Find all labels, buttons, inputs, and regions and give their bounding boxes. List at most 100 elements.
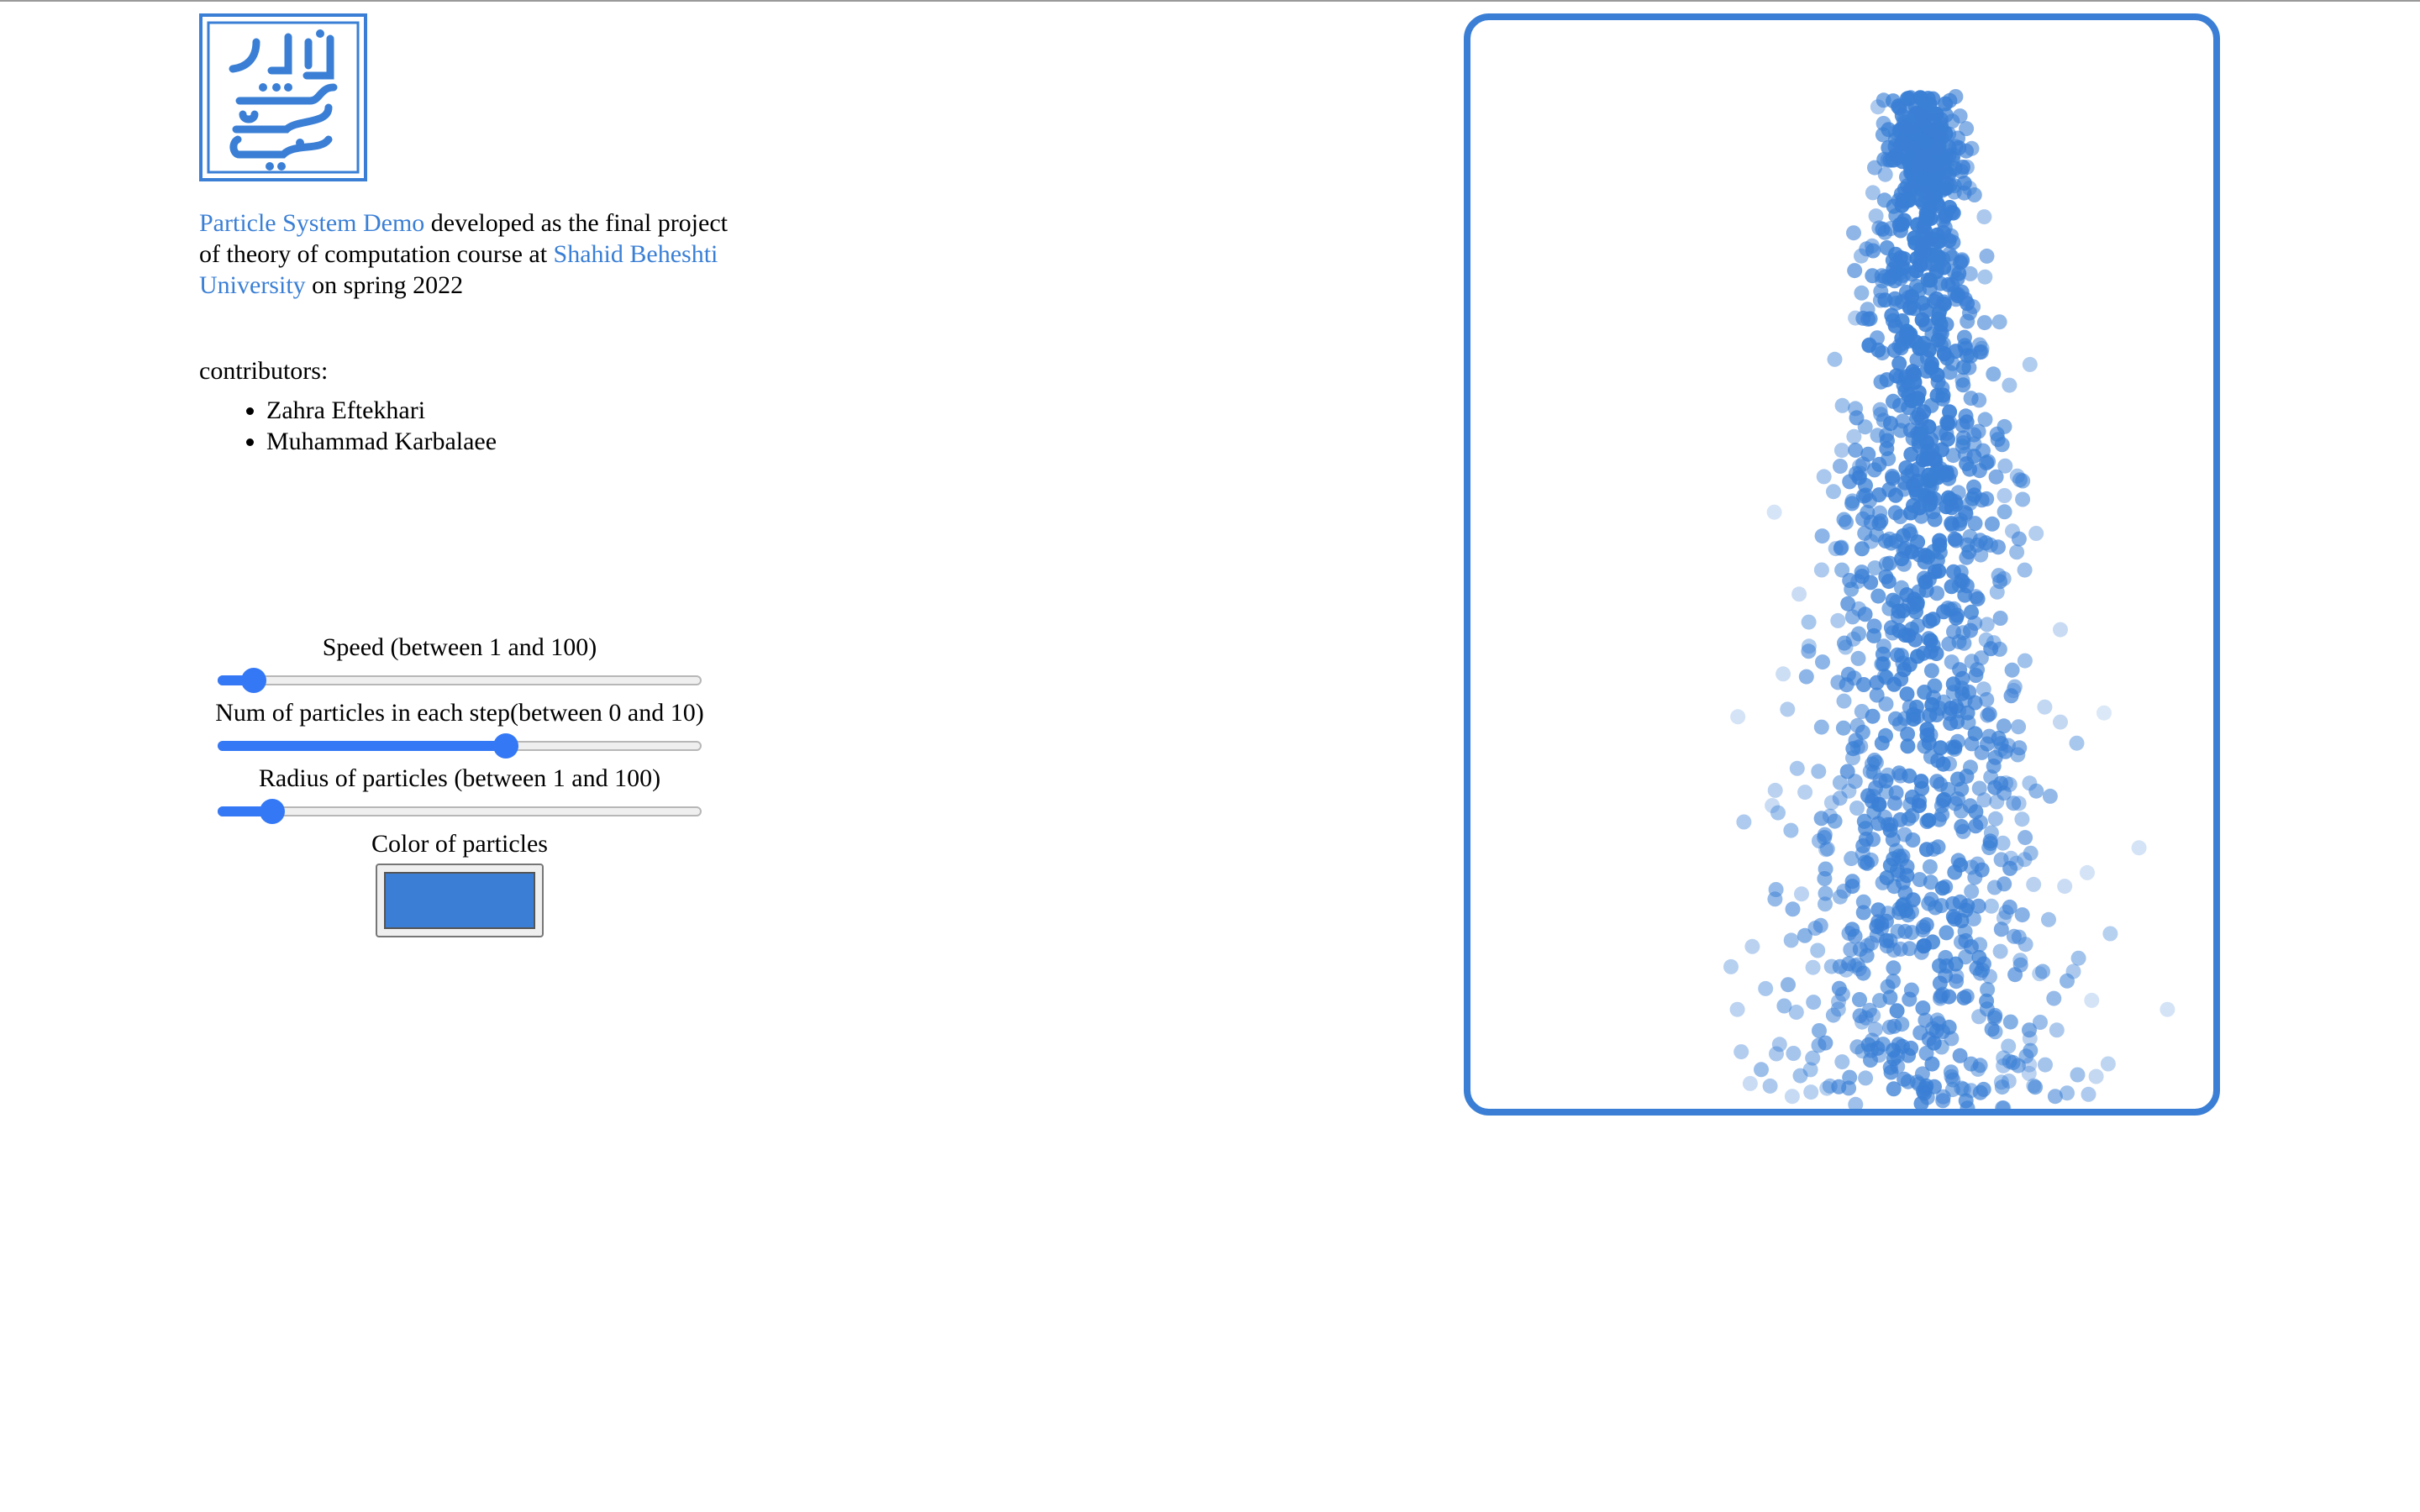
particle — [1881, 270, 1897, 286]
particle — [1981, 706, 1997, 722]
particle — [1866, 627, 1882, 643]
particle — [1934, 182, 1950, 198]
particle — [1935, 1089, 1951, 1105]
particle — [2081, 1086, 2096, 1102]
particle — [1902, 300, 1918, 316]
particle — [1758, 980, 1774, 996]
particle — [1986, 366, 2002, 382]
particle — [2070, 1067, 2086, 1083]
particle — [1959, 414, 1975, 430]
particle — [1878, 556, 1894, 572]
particle — [1915, 1000, 1931, 1016]
particle — [1831, 980, 1847, 996]
particle — [1996, 718, 2012, 734]
particle — [2003, 688, 2019, 704]
particle — [1736, 814, 1752, 830]
particle — [1925, 612, 1941, 627]
particle — [2011, 795, 2027, 811]
particle — [1897, 827, 1912, 843]
particle — [1922, 496, 1938, 512]
particle — [2002, 1014, 2018, 1030]
color-picker[interactable] — [376, 864, 544, 937]
particle — [1972, 815, 1988, 830]
contributors-list: Zahra Eftekhari Muhammad Karbalaee — [199, 395, 737, 457]
particle — [1976, 209, 1992, 225]
particle — [1945, 564, 1961, 580]
particle — [1924, 697, 1940, 712]
particle — [1831, 994, 1846, 1010]
particle — [1960, 296, 1975, 312]
particle — [1878, 784, 1894, 800]
particle — [1858, 477, 1873, 493]
particle — [1783, 932, 1799, 948]
slider-thumb[interactable] — [240, 668, 266, 693]
particle — [1858, 1010, 1874, 1026]
particle — [1913, 246, 1929, 262]
particle — [1886, 1018, 1902, 1034]
particle — [1814, 528, 1830, 544]
particle — [1966, 187, 1982, 202]
particle — [2002, 377, 2018, 393]
particle — [2018, 937, 2033, 953]
particle — [1976, 792, 1992, 808]
particle-canvas[interactable] — [1464, 13, 2220, 1116]
project-link[interactable]: Particle System Demo — [199, 209, 425, 237]
particle — [1931, 139, 1947, 155]
particle — [1993, 921, 2009, 937]
particle — [1834, 1054, 1850, 1070]
particle — [1876, 192, 1892, 208]
contributor-item: Muhammad Karbalaee — [266, 426, 737, 457]
particle — [1918, 842, 1934, 858]
particle — [1919, 722, 1935, 738]
particle — [1954, 438, 1970, 454]
particle-field — [1723, 89, 2175, 1109]
particle — [1872, 292, 1888, 308]
particle — [1880, 816, 1896, 832]
particle — [1882, 990, 1898, 1005]
particle — [1875, 127, 1891, 143]
particle — [2053, 622, 2068, 638]
particle — [1974, 340, 1990, 356]
particle — [1918, 1045, 1934, 1061]
particle — [1844, 851, 1860, 867]
slider-fill — [218, 741, 506, 751]
speed-slider[interactable] — [218, 664, 702, 697]
radius-slider[interactable] — [218, 795, 702, 828]
particle — [1947, 911, 1963, 927]
particle — [1833, 443, 1849, 459]
particle — [2096, 705, 2112, 721]
particle — [1865, 832, 1881, 848]
particle — [1942, 756, 1957, 772]
particle — [1822, 1078, 1838, 1094]
slider-fill — [218, 806, 272, 816]
particle — [2004, 662, 2020, 678]
particle — [1901, 91, 1917, 106]
particle — [1886, 1081, 1902, 1097]
particle — [1944, 579, 1960, 595]
particle — [1844, 879, 1860, 895]
particle — [1825, 1007, 1841, 1023]
particle — [1981, 454, 1996, 470]
particle — [1902, 991, 1918, 1007]
particle — [1917, 148, 1933, 164]
particle — [1886, 393, 1901, 409]
particle — [1992, 574, 2008, 590]
slider-thumb[interactable] — [259, 799, 285, 824]
particle — [1949, 714, 1965, 730]
particle — [1897, 923, 1913, 939]
particle — [1925, 638, 1941, 654]
particle — [1928, 1023, 1944, 1039]
particle — [1979, 248, 1995, 264]
slider-thumb[interactable] — [492, 733, 518, 759]
particle — [1891, 355, 1907, 371]
university-link[interactable]: Shahid Beheshti University — [199, 240, 718, 299]
particle — [1878, 696, 1894, 712]
particle — [1881, 482, 1897, 497]
particle — [1846, 225, 1861, 241]
particle — [1925, 158, 1941, 174]
num-particles-slider[interactable] — [218, 729, 702, 763]
particle — [1939, 467, 1954, 483]
particle — [1996, 1050, 2012, 1066]
particle — [1841, 783, 1857, 799]
particle — [1771, 1037, 1787, 1053]
